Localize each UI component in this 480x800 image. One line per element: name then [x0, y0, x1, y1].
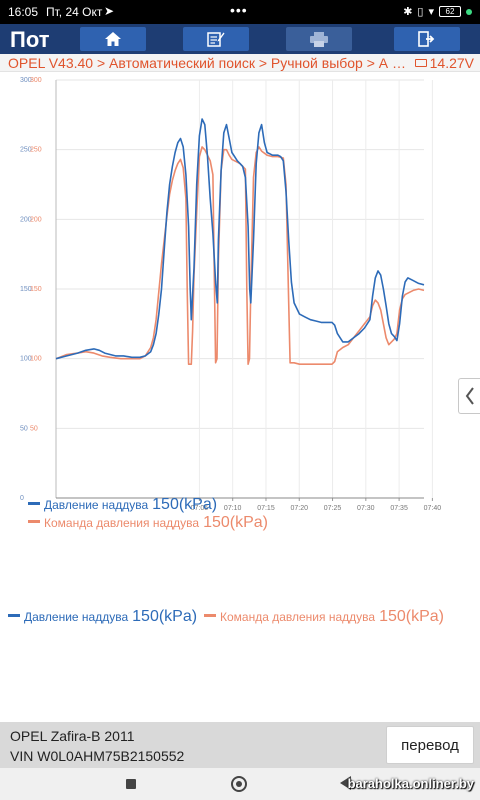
watermark: baraholka.onliner.by — [347, 776, 474, 791]
x-tick-label: 07:30 — [357, 505, 375, 512]
exit-icon — [418, 31, 435, 47]
vehicle-vin: VIN W0L0AHM75B2150552 — [10, 748, 185, 764]
recent-apps-button[interactable] — [126, 779, 136, 789]
camera-indicator-icon — [466, 8, 472, 15]
x-tick-label: 07:35 — [390, 505, 408, 512]
system-nav-bar: baraholka.onliner.by — [0, 768, 480, 800]
battery-icon: 62 — [439, 6, 461, 17]
legend-label: Команда давления наддува — [44, 516, 200, 530]
bluetooth-icon: ✱ — [403, 6, 413, 18]
chevron-left-icon — [465, 387, 474, 405]
edit-icon — [207, 32, 225, 47]
legend-item-pressure: Давление наддува 150(kPa) — [8, 608, 197, 626]
breadcrumb-path: OPEL V43.40 > Автоматический поиск > Руч… — [8, 55, 408, 71]
top-toolbar: Пот — [0, 24, 480, 54]
print-button[interactable] — [286, 27, 352, 51]
y-tick-label: 150 — [20, 286, 32, 293]
legend-swatch-blue — [8, 614, 20, 617]
y-tick-label: 50 — [20, 425, 28, 432]
more-notifications-icon: ••• — [230, 2, 248, 18]
voltage-value: 14.27V — [429, 55, 474, 71]
legend-swatch-orange — [28, 520, 40, 523]
y-tick-label: 250 — [30, 147, 42, 154]
legend-swatch-orange — [204, 614, 216, 617]
y-tick-label: 100 — [30, 356, 42, 363]
legend-item-command: Команда давления наддува 150(kPa) — [204, 608, 444, 626]
exit-button[interactable] — [394, 27, 460, 51]
y-tick-label: 300 — [30, 77, 42, 84]
legend-value: 150(kPa) — [379, 608, 444, 625]
y-tick-label: 100 — [20, 356, 32, 363]
x-tick-label: 07:10 — [224, 505, 242, 512]
navigation-arrow-icon: ➤ — [104, 4, 115, 18]
series-line-pressure — [55, 118, 425, 360]
edit-button[interactable] — [183, 27, 249, 51]
x-tick-label: 07:15 — [257, 505, 275, 512]
battery-voltage-icon — [414, 59, 427, 67]
y-tick-label: 300 — [20, 77, 32, 84]
y-tick-label: 50 — [30, 425, 38, 432]
x-tick-label: 07:20 — [290, 505, 308, 512]
legend-label: Команда давления наддува — [220, 610, 376, 624]
legend-value: 150(kPa) — [203, 514, 268, 531]
y-tick-label: 250 — [20, 147, 32, 154]
series-line-command — [55, 146, 425, 365]
home-button[interactable] — [80, 27, 146, 51]
vehicle-model: OPEL Zafira-B 2011 — [10, 728, 135, 744]
vibrate-icon: ▯ — [417, 6, 424, 18]
home-icon — [105, 32, 121, 46]
legend-swatch-blue — [28, 502, 40, 505]
legend-label: Давление наддува — [44, 498, 149, 512]
chart-legend-item-command: Команда давления наддува 150(kPa) — [28, 514, 268, 532]
y-tick-label: 200 — [20, 216, 32, 223]
x-tick-label: 07:05 — [191, 505, 209, 512]
status-bar: 16:05 Пт, 24 Окт ➤ ••• ✱ ▯ ▾ 62 — [0, 0, 480, 24]
legend-value: 150(kPa) — [152, 496, 218, 513]
page-title: Пот — [10, 27, 50, 52]
print-icon — [310, 31, 328, 47]
status-right-icons: ✱ ▯ ▾ 62 — [403, 5, 472, 18]
breadcrumb: OPEL V43.40 > Автоматический поиск > Руч… — [0, 54, 480, 72]
back-nav-button[interactable] — [340, 776, 351, 790]
legend-label: Давление наддува — [24, 610, 129, 624]
home-nav-button[interactable] — [231, 776, 247, 792]
y-tick-label: 200 — [30, 216, 42, 223]
vehicle-info-bar: OPEL Zafira-B 2011 VIN W0L0AHM75B2150552… — [0, 722, 480, 768]
legend-value: 150(kPa) — [132, 608, 198, 625]
x-tick-label: 07:25 — [324, 505, 342, 512]
y-tick-label: 150 — [30, 286, 42, 293]
status-time: 16:05 — [8, 5, 39, 19]
y-tick-label: 0 — [20, 495, 24, 502]
voltage-readout: 14.27V — [414, 55, 474, 71]
status-date: Пт, 24 Окт — [46, 5, 103, 19]
chart-legend-item-pressure: Давление наддува 150(kPa) — [28, 496, 217, 514]
x-tick-label: 07:40 — [424, 505, 442, 512]
translate-button[interactable]: перевод — [386, 726, 474, 764]
side-panel-toggle[interactable] — [458, 378, 480, 414]
wifi-icon: ▾ — [428, 6, 434, 18]
